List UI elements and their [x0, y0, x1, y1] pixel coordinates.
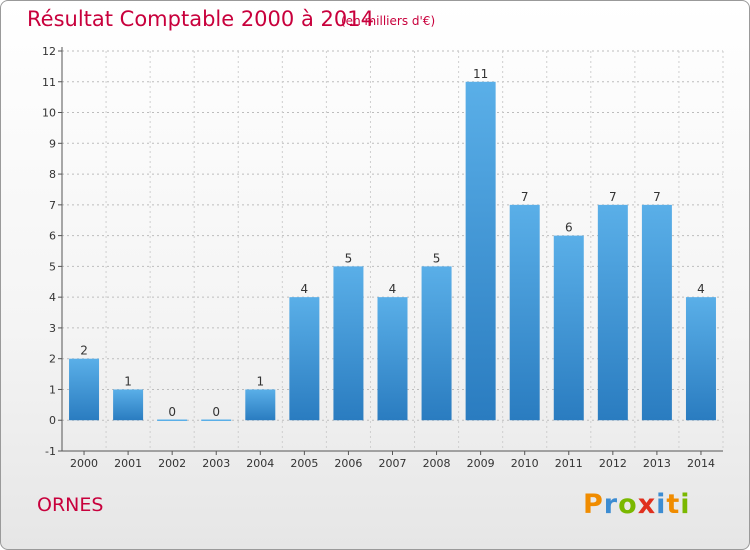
x-tick-label: 2012 [599, 457, 627, 470]
data-label: 2 [80, 344, 88, 358]
data-label: 4 [697, 282, 705, 296]
bar[interactable] [465, 81, 496, 421]
data-label: 11 [473, 67, 488, 81]
bar[interactable] [333, 266, 364, 421]
commune-name: ORNES [37, 494, 104, 516]
x-tick-label: 2004 [246, 457, 274, 470]
x-tick-label: 2002 [158, 457, 186, 470]
bar[interactable] [421, 266, 452, 421]
data-label: 7 [653, 190, 661, 204]
y-tick-label: 11 [42, 76, 56, 89]
data-label: 1 [256, 374, 264, 388]
x-tick-label: 2008 [423, 457, 451, 470]
chart-title: Résultat Comptable 2000 à 2014 [27, 7, 374, 31]
y-tick-label: 10 [42, 107, 56, 120]
bar[interactable] [289, 297, 320, 421]
x-tick-label: 2001 [114, 457, 142, 470]
x-tick-label: 2014 [687, 457, 715, 470]
x-tick-label: 2009 [467, 457, 495, 470]
data-label: 7 [609, 190, 617, 204]
data-label: 5 [433, 251, 441, 265]
y-tick-label: 3 [49, 322, 56, 335]
data-label: 5 [345, 251, 353, 265]
y-tick-label: 1 [49, 383, 56, 396]
bar[interactable] [641, 204, 672, 421]
bar[interactable] [69, 358, 100, 421]
y-tick-label: 7 [49, 199, 56, 212]
data-label: 4 [301, 282, 309, 296]
y-tick-label: 12 [42, 45, 56, 58]
y-tick-label: 9 [49, 137, 56, 150]
bar[interactable] [377, 297, 408, 421]
y-tick-label: 6 [49, 230, 56, 243]
data-label: 0 [168, 405, 176, 419]
y-tick-label: 4 [49, 291, 56, 304]
x-tick-label: 2006 [334, 457, 362, 470]
chart-subtitle: (en milliers d'€) [341, 14, 436, 28]
y-tick-label: 2 [49, 353, 56, 366]
bars [69, 81, 716, 421]
y-tick-label: 0 [49, 414, 56, 427]
bar[interactable] [509, 204, 540, 421]
bar[interactable] [685, 297, 716, 421]
bar[interactable] [245, 389, 276, 421]
bar[interactable] [553, 235, 584, 421]
x-tick-label: 2003 [202, 457, 230, 470]
data-label: 6 [565, 221, 573, 235]
data-label: 4 [389, 282, 397, 296]
x-tick-label: 2013 [643, 457, 671, 470]
bar[interactable] [597, 204, 628, 421]
y-tick-label: 8 [49, 168, 56, 181]
x-tick-label: 2000 [70, 457, 98, 470]
bar[interactable] [113, 389, 144, 421]
x-tick-label: 2005 [290, 457, 318, 470]
y-tick-label: -1 [45, 445, 56, 458]
data-label: 0 [212, 405, 220, 419]
x-tick-label: 2010 [511, 457, 539, 470]
x-tick-label: 2007 [379, 457, 407, 470]
data-label: 1 [124, 374, 132, 388]
y-tick-label: 5 [49, 260, 56, 273]
data-labels: 2 1 0 0 1 4 5 4 5 11 7 6 7 7 4 [80, 67, 705, 419]
x-tick-label: 2011 [555, 457, 583, 470]
proxiti-logo[interactable]: Proxiti [583, 489, 691, 520]
data-label: 7 [521, 190, 529, 204]
